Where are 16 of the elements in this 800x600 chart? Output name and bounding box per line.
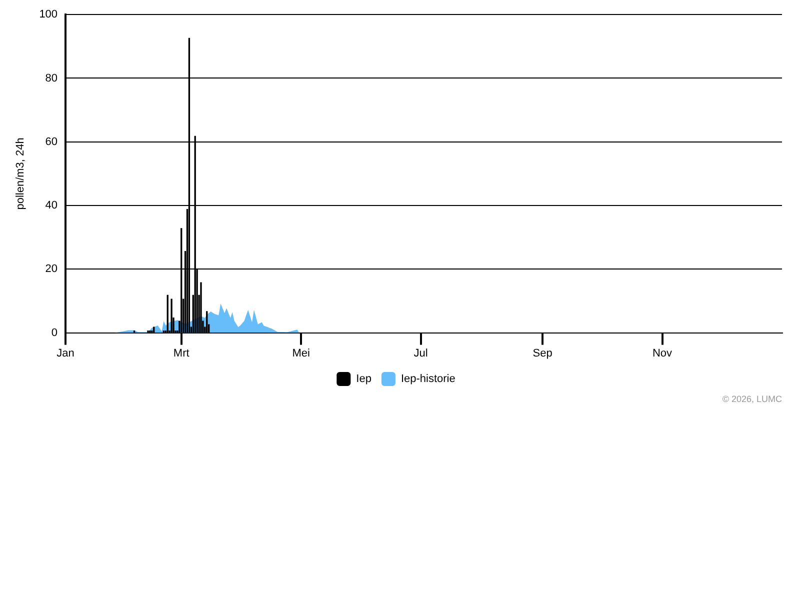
x-tick-label: Jan: [56, 347, 74, 360]
y-tick-label: 100: [39, 8, 58, 21]
legend-label: Iep: [356, 373, 372, 386]
y-axis-title: pollen/m3, 24h: [14, 138, 27, 210]
y-tick-label: 20: [45, 263, 58, 276]
y-tick-label: 40: [45, 200, 58, 212]
x-tick-label: Sep: [532, 347, 552, 360]
x-tick-label: Nov: [652, 347, 673, 360]
x-tick-label: Jul: [414, 347, 428, 360]
y-tick-label: 80: [45, 72, 58, 84]
y-tick-label: 0: [51, 326, 58, 339]
x-tick-label: Mrt: [173, 347, 190, 360]
y-tick-label: 60: [45, 136, 58, 148]
x-tick-label: Mei: [292, 347, 310, 360]
legend-label: Iep-historie: [400, 373, 456, 386]
text: © 2026, LUMC: [722, 394, 782, 404]
